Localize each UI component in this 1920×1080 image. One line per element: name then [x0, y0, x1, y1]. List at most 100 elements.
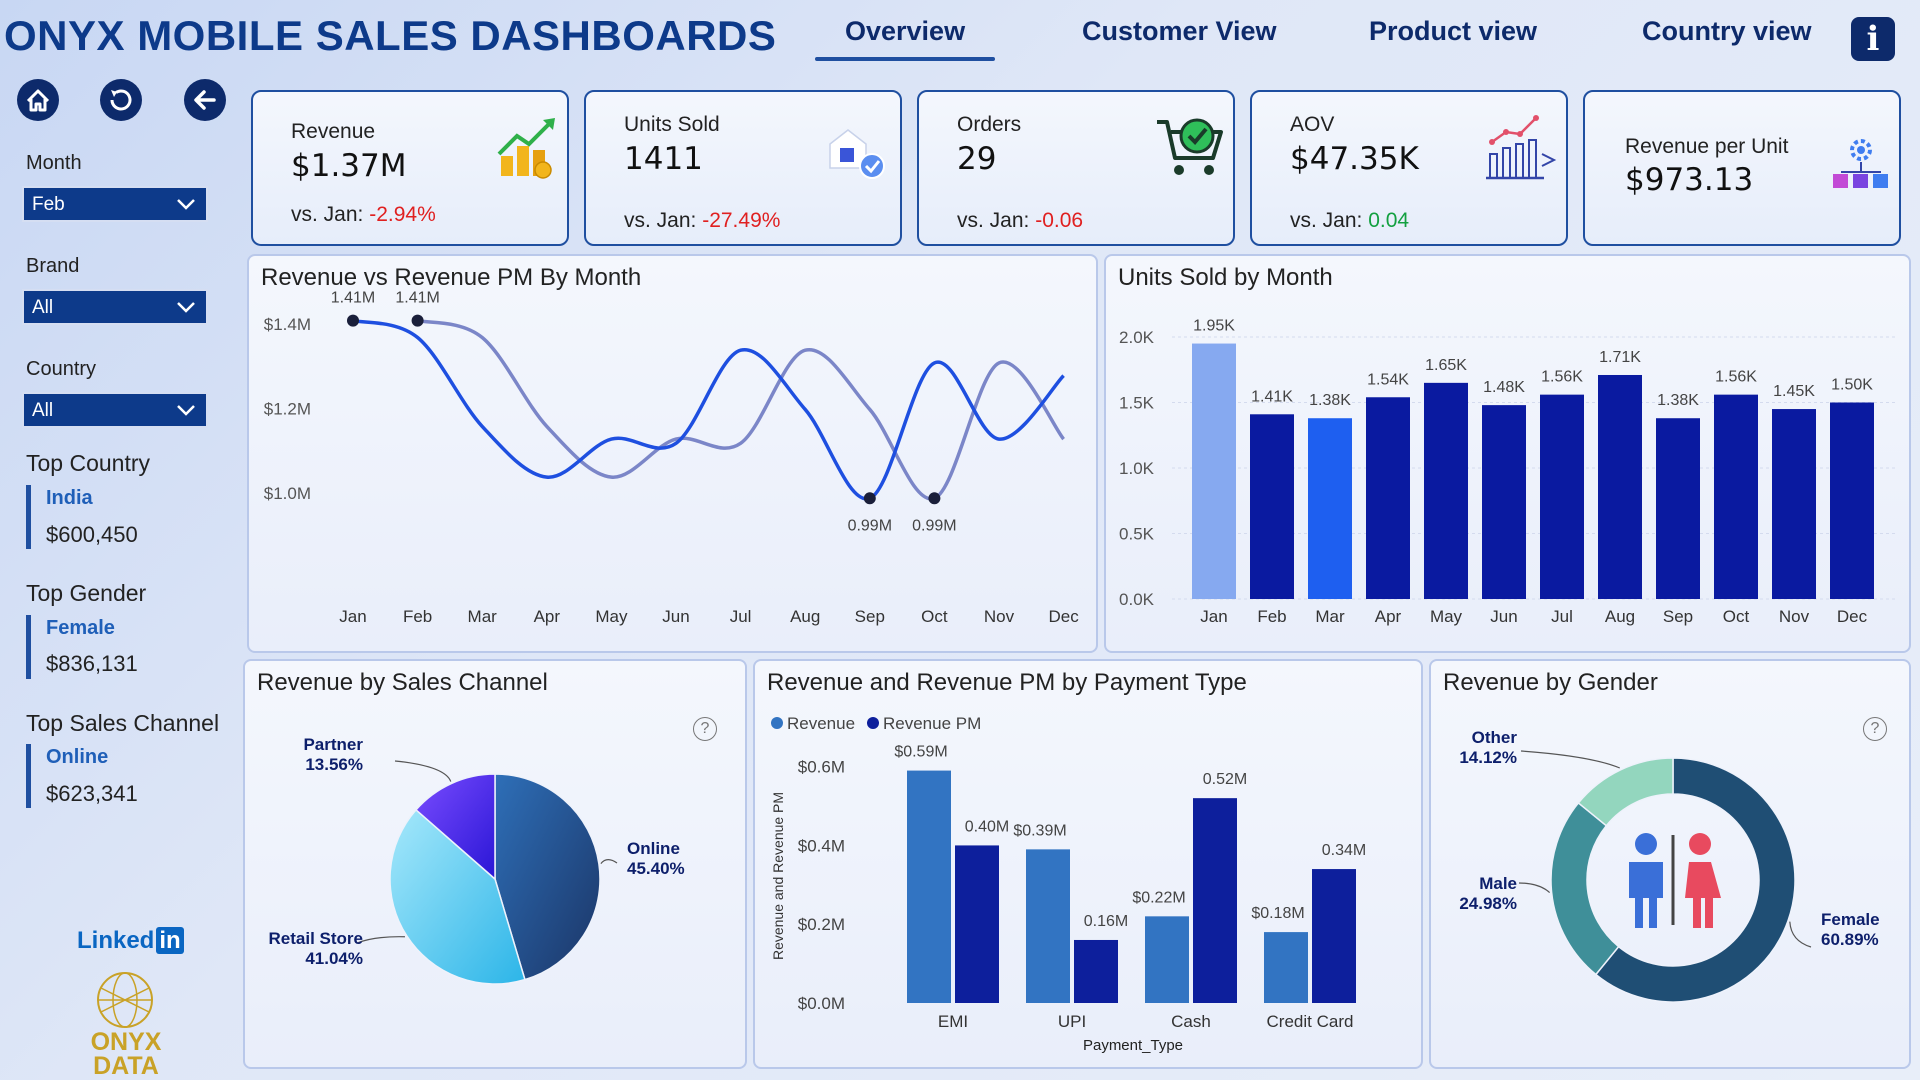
x-tick-label: Feb — [1257, 607, 1286, 626]
slice-label: Other — [1472, 728, 1518, 747]
pie-slice-online[interactable] — [494, 773, 601, 981]
help-icon[interactable]: ? — [1863, 717, 1887, 741]
slice-percent: 60.89% — [1821, 930, 1879, 949]
x-tick-label: Jan — [1200, 607, 1227, 626]
data-label: 1.41M — [395, 290, 439, 307]
page-title: ONYX MOBILE SALES DASHBOARDS — [4, 12, 777, 59]
y-tick-label: 1.5K — [1119, 394, 1155, 413]
logo-line-2: DATA — [93, 1052, 159, 1080]
leader-line — [600, 859, 618, 864]
slice-percent: 14.12% — [1459, 748, 1517, 767]
kpi-comparison: vs. Jan: 0.04 — [1290, 209, 1409, 233]
data-label: $0.59M — [894, 744, 947, 761]
leader-line — [1789, 921, 1812, 948]
data-label: 1.95K — [1193, 318, 1235, 335]
slice-label: Online — [627, 839, 680, 858]
top-gender-heading: Top Gender — [26, 580, 147, 606]
x-tick-label: May — [595, 607, 628, 626]
bar — [1250, 414, 1294, 599]
pie-slice-partner[interactable] — [414, 773, 496, 881]
series-line-revenue — [352, 318, 1065, 501]
data-label: 0.52M — [1203, 771, 1247, 788]
reset-button[interactable] — [100, 79, 142, 121]
bar-growth-icon — [1486, 115, 1557, 180]
info-icon: i — [1866, 19, 1880, 59]
cart-check-icon — [1157, 118, 1223, 175]
tab-customer-view[interactable]: Customer View — [1082, 16, 1277, 46]
kpi-value: $973.13 — [1625, 162, 1754, 198]
x-tick-label: Jun — [662, 607, 689, 626]
chevron-down-icon — [177, 405, 195, 416]
x-tick-label: Mar — [1315, 607, 1345, 626]
top-country-value: $600,450 — [46, 522, 138, 547]
series-line-revenue-pm — [417, 318, 1065, 501]
country-filter-value: All — [32, 400, 54, 421]
kpi-card-revenue-per-unit[interactable]: Revenue per Unit $973.13 — [1583, 90, 1901, 246]
x-tick-label: Apr — [534, 607, 561, 626]
data-label: 1.71K — [1599, 349, 1641, 366]
x-tick-label: Cash — [1171, 1012, 1211, 1031]
x-axis-title: Payment_Type — [1083, 1037, 1183, 1054]
x-tick-label: Nov — [984, 607, 1015, 626]
onyx-data-wordmark: ONYX DATA — [90, 1030, 162, 1080]
kpi-card-orders[interactable]: Orders 29 vs. Jan: -0.06 — [917, 90, 1235, 246]
pie-slice-retail-store[interactable] — [389, 808, 526, 985]
kpi-comparison-prefix: vs. Jan: — [957, 209, 1036, 232]
month-filter-dropdown[interactable]: Feb — [22, 186, 208, 222]
panel-revenue-vs-revenue-pm: Revenue vs Revenue PM By Month $1.0M $1.2… — [247, 254, 1098, 653]
linkedin-text: Linked — [77, 927, 155, 954]
revenue-line-chart[interactable]: $1.0M $1.2M $1.4M Jan Feb Mar Apr May Jun Jul Aug S… — [249, 256, 1096, 651]
data-label: 1.41M — [331, 290, 375, 307]
gear-boxes-icon — [1833, 139, 1888, 188]
kpi-card-revenue[interactable]: Revenue $1.37M vs. Jan: -2.94% — [251, 90, 569, 246]
tab-country-view[interactable]: Country view — [1642, 16, 1812, 46]
kpi-card-aov[interactable]: AOV $47.35K vs. Jan: 0.04 — [1250, 90, 1568, 246]
data-label: 0.34M — [1322, 842, 1366, 859]
tab-product-view[interactable]: Product view — [1369, 16, 1538, 46]
slice-label: Retail Store — [269, 929, 363, 948]
linkedin-link[interactable]: Linked in — [77, 927, 184, 955]
payment-type-bar-chart[interactable]: Revenue Revenue PM$0.0M$0.2M$0.4M$0.6MRev… — [755, 661, 1421, 1067]
slice-percent: 45.40% — [627, 859, 685, 878]
top-country-heading: Top Country — [26, 450, 151, 476]
x-tick-label: Jul — [1551, 607, 1573, 626]
panel-title: Revenue vs Revenue PM By Month — [261, 264, 642, 291]
pie-slice-male[interactable] — [1550, 801, 1620, 976]
back-button[interactable] — [184, 79, 226, 121]
kpi-label: Orders — [957, 113, 1022, 136]
pie-slice-other[interactable] — [1577, 757, 1674, 827]
y-tick-label: $1.0M — [264, 484, 311, 503]
brand-filter-dropdown[interactable]: All — [22, 289, 208, 325]
tab-overview[interactable]: Overview — [814, 16, 996, 61]
top-gender-value: $836,131 — [46, 651, 138, 676]
y-tick-label: $1.2M — [264, 399, 311, 418]
y-tick-label: 0.0K — [1119, 590, 1155, 609]
slice-percent: 13.56% — [305, 755, 363, 774]
onyx-globe-icon — [97, 972, 153, 1028]
kpi-comparison-value: -27.49% — [702, 209, 781, 232]
kpi-card-units-sold[interactable]: Units Sold 1411 vs. Jan: -27.49% — [584, 90, 902, 246]
x-tick-label: Aug — [1605, 607, 1635, 626]
kpi-label: Units Sold — [624, 113, 720, 136]
x-tick-label: Sep — [855, 607, 885, 626]
country-filter-dropdown[interactable]: All — [22, 392, 208, 428]
home-button[interactable] — [17, 79, 59, 121]
top-country-name: India — [46, 487, 93, 509]
y-tick-label: 1.0K — [1119, 459, 1155, 478]
kpi-label: Revenue — [291, 120, 376, 143]
chevron-down-icon — [177, 199, 195, 210]
bar — [1312, 869, 1356, 1003]
data-label: $0.18M — [1251, 905, 1304, 922]
y-tick-label: $0.6M — [798, 758, 845, 777]
bar — [907, 770, 951, 1003]
pie-slice-female[interactable] — [1594, 757, 1796, 1003]
panel-units-sold-by-month: Units Sold by Month 0.0K 0.5K 1.0K 1.5K 2.0K… — [1104, 254, 1911, 653]
panel-title: Revenue and Revenue PM by Payment Type — [767, 669, 1247, 696]
bar — [1074, 939, 1118, 1003]
help-icon[interactable]: ? — [693, 717, 717, 741]
info-button[interactable]: i — [1851, 17, 1895, 61]
units-bar-chart[interactable]: 0.0K 0.5K 1.0K 1.5K 2.0K 1.95K Jan 1.41K Feb 1.38… — [1106, 256, 1909, 651]
bar — [1656, 418, 1700, 599]
